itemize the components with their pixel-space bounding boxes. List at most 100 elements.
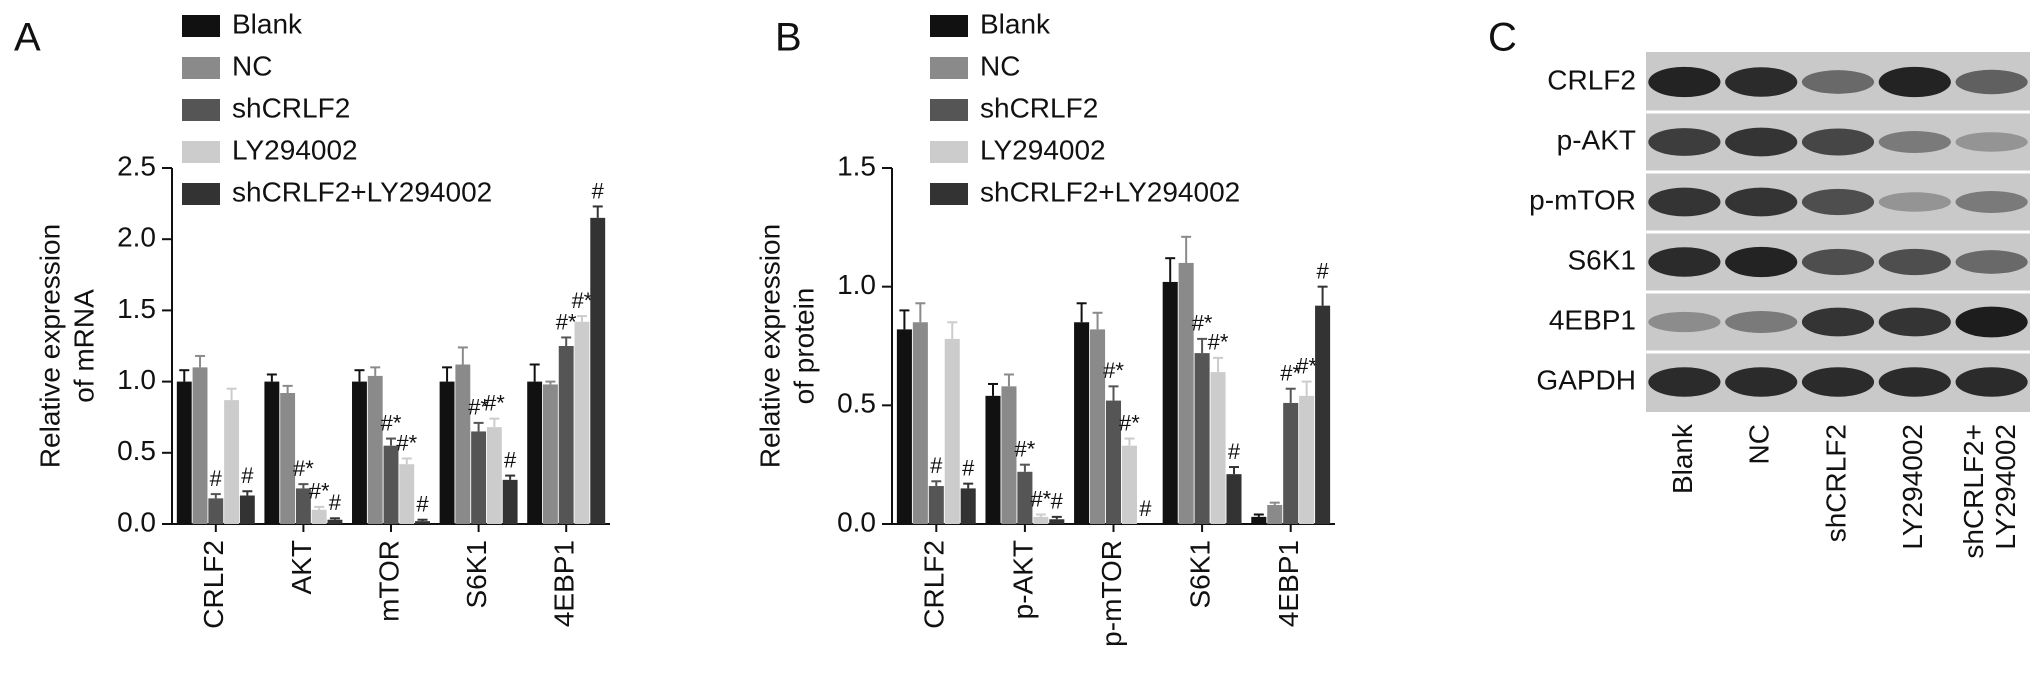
annotation: #* xyxy=(396,430,417,455)
legend-label: NC xyxy=(232,50,272,81)
y-axis-title: of protein xyxy=(788,288,819,405)
bar xyxy=(1162,281,1178,524)
bar xyxy=(486,427,502,524)
bar xyxy=(1267,505,1283,524)
bar xyxy=(1210,372,1226,524)
blot-band xyxy=(1648,66,1721,98)
bar xyxy=(1283,402,1299,524)
legend-label: Blank xyxy=(980,8,1051,39)
blot-band xyxy=(1648,187,1721,217)
blot-row-label: p-mTOR xyxy=(1529,184,1636,215)
y-tick-label: 1.0 xyxy=(837,269,876,300)
x-tick-label: p-mTOR xyxy=(1096,540,1127,647)
blot-band xyxy=(1955,69,2028,95)
y-axis-title: Relative expression xyxy=(34,224,65,468)
y-axis-title: Relative expression xyxy=(754,224,785,468)
blot-band xyxy=(1725,246,1798,278)
y-tick-label: 0.5 xyxy=(117,435,156,466)
blot-column-label: Blank xyxy=(1667,423,1698,494)
legend-swatch xyxy=(930,57,968,79)
bar xyxy=(192,367,208,524)
x-tick-label: S6K1 xyxy=(1184,540,1215,609)
bar xyxy=(439,381,455,524)
blot-band xyxy=(1725,311,1798,333)
annotation: # xyxy=(504,447,517,472)
bar xyxy=(311,509,327,524)
bar xyxy=(1033,516,1049,524)
bar xyxy=(455,364,471,524)
bar xyxy=(471,431,487,524)
legend-label: NC xyxy=(980,50,1020,81)
bar xyxy=(590,217,606,524)
blot-band xyxy=(1648,247,1721,277)
x-tick-label: AKT xyxy=(286,540,317,594)
legend-label: shCRLF2+LY294002 xyxy=(980,176,1240,207)
y-tick-label: 2.0 xyxy=(117,222,156,253)
legend-label: LY294002 xyxy=(980,134,1106,165)
legend-label: Blank xyxy=(232,8,303,39)
blot-band xyxy=(1801,188,1875,216)
annotation: # xyxy=(962,455,975,480)
bar xyxy=(896,329,912,524)
blot-band xyxy=(1725,127,1798,157)
annotation: # xyxy=(416,492,429,517)
annotation: # xyxy=(592,178,605,203)
blot-band xyxy=(1955,132,2028,152)
legend-swatch xyxy=(182,183,220,205)
bar xyxy=(558,346,574,524)
x-tick-label: S6K1 xyxy=(461,540,492,609)
annotation: # xyxy=(210,466,223,491)
blot-band xyxy=(1955,367,2028,397)
y-tick-label: 2.5 xyxy=(117,150,156,181)
y-tick-label: 0.0 xyxy=(837,506,876,537)
annotation: #* xyxy=(1015,436,1036,461)
legend-swatch xyxy=(182,15,220,37)
annotation: #* xyxy=(484,390,505,415)
legend-swatch xyxy=(930,99,968,121)
legend-label: shCRLF2 xyxy=(980,92,1098,123)
bar xyxy=(928,486,944,524)
panel-label: A xyxy=(14,16,41,60)
blot-column-label: LY294002 xyxy=(1897,424,1928,550)
bar xyxy=(295,488,311,524)
bar xyxy=(1315,305,1331,524)
bar xyxy=(367,375,383,524)
bar xyxy=(208,498,224,524)
x-tick-label: mTOR xyxy=(373,540,404,622)
y-axis-title: of mRNA xyxy=(68,289,99,403)
bar xyxy=(502,479,518,524)
annotation: #* xyxy=(1030,486,1051,511)
bar xyxy=(383,445,399,524)
bar xyxy=(1178,262,1194,524)
bar xyxy=(1226,474,1242,524)
annotation: #* xyxy=(1192,311,1213,336)
blot-band xyxy=(1648,367,1721,397)
blot-band xyxy=(1648,311,1721,333)
blot-column-label: shCRLF2+ xyxy=(1958,424,1989,559)
blot-band xyxy=(1878,131,1951,153)
bar xyxy=(239,495,255,524)
blot-band xyxy=(1725,367,1798,397)
annotation: # xyxy=(1316,258,1329,283)
bar xyxy=(264,381,280,524)
y-tick-label: 0.5 xyxy=(837,388,876,419)
annotation: #* xyxy=(556,309,577,334)
blot-band xyxy=(1955,250,2028,274)
blot-band xyxy=(1878,66,1951,98)
bar xyxy=(1017,471,1033,524)
bar xyxy=(1049,519,1065,524)
annotation: # xyxy=(1228,439,1241,464)
blot-band xyxy=(1801,70,1875,94)
bar xyxy=(1074,322,1090,524)
bar xyxy=(176,381,192,524)
x-tick-label: p-AKT xyxy=(1007,540,1038,619)
bar xyxy=(327,519,343,524)
blot-row-label: GAPDH xyxy=(1536,364,1636,395)
bar xyxy=(1299,395,1315,524)
bar xyxy=(1001,386,1017,524)
x-tick-label: CRLF2 xyxy=(919,540,950,629)
bar xyxy=(399,464,415,524)
blot-band xyxy=(1725,67,1798,97)
blot-band xyxy=(1725,187,1798,217)
annotation: # xyxy=(930,453,943,478)
